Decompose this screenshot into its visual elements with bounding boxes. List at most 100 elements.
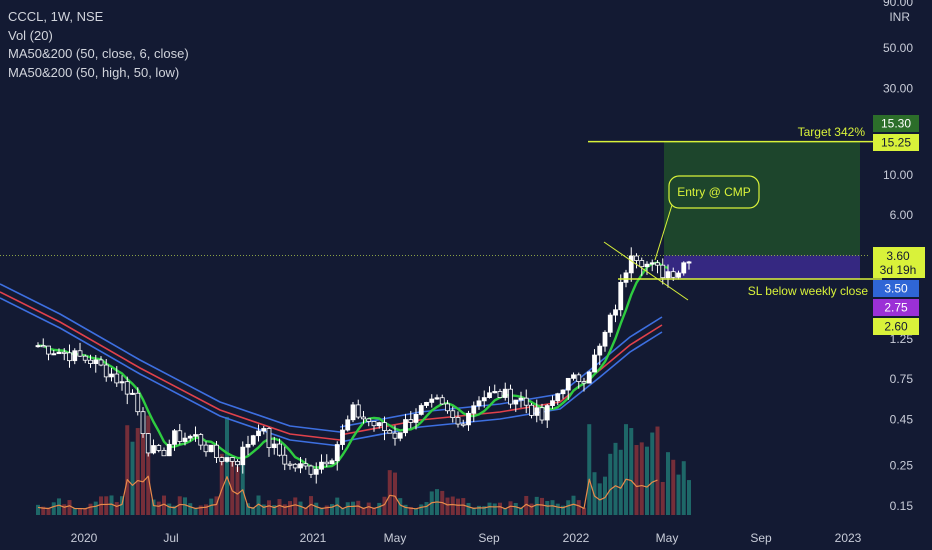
volume-bar xyxy=(120,496,124,515)
candle-body xyxy=(371,421,377,427)
volume-bar xyxy=(513,502,518,515)
volume-bar xyxy=(298,501,303,515)
annotations: Target 342% SL below weekly close Entry @ … xyxy=(588,125,882,301)
candle-body xyxy=(214,444,219,458)
price-tick-label: 10.00 xyxy=(883,168,913,182)
volume-bar xyxy=(130,441,135,515)
stop-loss-badge-bg xyxy=(873,280,919,297)
candle-body xyxy=(61,351,67,354)
volume-bar xyxy=(198,505,203,515)
volume-bar xyxy=(671,459,676,515)
candle-body xyxy=(313,468,319,475)
target-line-badge: 15.25 xyxy=(881,136,911,150)
volume-bar xyxy=(261,504,266,515)
volume-bar xyxy=(177,496,182,515)
volume-bar xyxy=(366,502,371,515)
volume-bar xyxy=(450,496,455,515)
volume-bar xyxy=(288,501,292,515)
candle-body xyxy=(261,428,267,432)
volume-bar xyxy=(114,502,119,515)
candle-body xyxy=(240,446,246,466)
candle-body xyxy=(681,262,687,274)
candle-body xyxy=(298,463,303,469)
candle-body xyxy=(245,443,251,448)
candle-body xyxy=(576,374,582,382)
candle-body xyxy=(219,457,225,462)
volume-bar xyxy=(408,506,413,515)
candle-body xyxy=(686,261,692,264)
price-tick-label: 0.15 xyxy=(890,499,914,513)
candle-body xyxy=(597,345,603,356)
volume-bar xyxy=(303,507,308,515)
candle-body xyxy=(292,463,298,469)
volume-bar xyxy=(51,502,56,515)
candles xyxy=(35,247,692,484)
time-axis[interactable]: 2020 Jul 2021 May Sep 2022 May Sep 2023 xyxy=(71,531,862,545)
candle-body xyxy=(607,314,613,333)
candle-body xyxy=(277,443,282,456)
volume-bars xyxy=(36,415,691,515)
candle-body xyxy=(529,404,534,416)
volume-bar xyxy=(550,500,555,515)
volume-bar xyxy=(293,497,298,515)
volume-bar xyxy=(183,497,187,515)
volume-bar xyxy=(687,480,691,515)
candle-body xyxy=(250,435,256,445)
target-price-badge: 15.30 xyxy=(881,117,911,131)
candle-body xyxy=(177,430,183,442)
ma-indicator-2-label[interactable]: MA50&200 (50, high, 50, low) xyxy=(8,64,180,80)
volume-bar xyxy=(461,498,466,515)
ma-slow-high-line xyxy=(0,283,341,433)
volume-bar xyxy=(193,507,198,515)
candle-body xyxy=(82,355,88,361)
volume-bar xyxy=(104,496,109,515)
volume-bar xyxy=(46,507,51,515)
volume-bar xyxy=(277,499,282,515)
candle-body xyxy=(40,345,46,348)
volume-bar xyxy=(466,502,471,515)
candle-body xyxy=(397,432,403,439)
volume-bar xyxy=(681,461,686,515)
volume-bar xyxy=(639,442,644,515)
volume-bar xyxy=(314,502,319,515)
volume-bar xyxy=(387,470,392,515)
volume-bar xyxy=(650,432,655,515)
price-tick-label: 30.00 xyxy=(883,81,913,95)
lower-price-badge: 2.60 xyxy=(884,320,908,334)
volume-bar xyxy=(540,497,544,515)
volume-bar xyxy=(109,495,114,515)
candle-body xyxy=(455,417,461,425)
indicator-legend: CCCL, 1W, NSE Vol (20) MA50&200 (50, clo… xyxy=(8,8,189,82)
ma-slow-low-line xyxy=(0,297,341,447)
candle-body xyxy=(429,398,435,403)
candle-body xyxy=(156,445,162,451)
candle-body xyxy=(135,392,141,413)
volume-bar xyxy=(62,504,67,515)
price-axis[interactable]: 50.00 30.00 10.00 6.00 1.25 0.75 0.45 0.25 0.15 9… xyxy=(873,0,925,513)
volume-bar xyxy=(99,496,103,515)
volume-bar xyxy=(634,445,639,515)
symbol-title[interactable]: CCCL, 1W, NSE xyxy=(8,9,104,24)
volume-bar xyxy=(477,505,481,515)
volume-bar xyxy=(324,505,329,515)
candle-body xyxy=(56,351,62,355)
volume-bar xyxy=(482,506,487,515)
candle-body xyxy=(166,443,172,457)
volume-indicator-label[interactable]: Vol (20) xyxy=(8,27,53,43)
candle-body xyxy=(145,433,151,454)
candle-body xyxy=(581,381,587,384)
volume-bar xyxy=(319,507,324,515)
candle-body xyxy=(287,463,293,466)
ma-indicator-1-label[interactable]: MA50&200 (50, close, 6, close) xyxy=(8,46,189,61)
volume-bar xyxy=(587,424,592,515)
volume-bar xyxy=(125,425,130,515)
volume-bar xyxy=(503,508,508,515)
target-label: Target 342% xyxy=(798,125,866,139)
volume-bar xyxy=(309,496,313,515)
volume-bar xyxy=(456,498,460,515)
price-tick-label: 50.00 xyxy=(883,41,913,55)
candle-body xyxy=(46,345,51,355)
candle-body xyxy=(644,263,650,268)
candle-body xyxy=(413,414,419,423)
